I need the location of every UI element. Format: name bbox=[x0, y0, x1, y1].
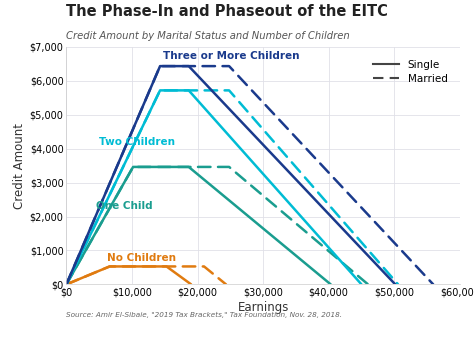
Y-axis label: Credit Amount: Credit Amount bbox=[12, 123, 26, 208]
Text: Credit Amount by Marital Status and Number of Children: Credit Amount by Marital Status and Numb… bbox=[66, 31, 350, 41]
X-axis label: Earnings: Earnings bbox=[237, 301, 289, 314]
Text: @TaxFoundation: @TaxFoundation bbox=[376, 342, 462, 351]
Text: No Children: No Children bbox=[107, 253, 176, 264]
Text: Source: Amir El-Sibaie, "2019 Tax Brackets," Tax Foundation, Nov. 28, 2018.: Source: Amir El-Sibaie, "2019 Tax Bracke… bbox=[66, 311, 342, 318]
Text: The Phase-In and Phaseout of the EITC: The Phase-In and Phaseout of the EITC bbox=[66, 4, 388, 19]
Text: Three or More Children: Three or More Children bbox=[164, 51, 300, 61]
Text: Two Children: Two Children bbox=[99, 137, 175, 147]
Text: TAX FOUNDATION: TAX FOUNDATION bbox=[12, 342, 116, 351]
Text: One Child: One Child bbox=[96, 202, 153, 211]
Legend: Single, Married: Single, Married bbox=[370, 57, 451, 87]
